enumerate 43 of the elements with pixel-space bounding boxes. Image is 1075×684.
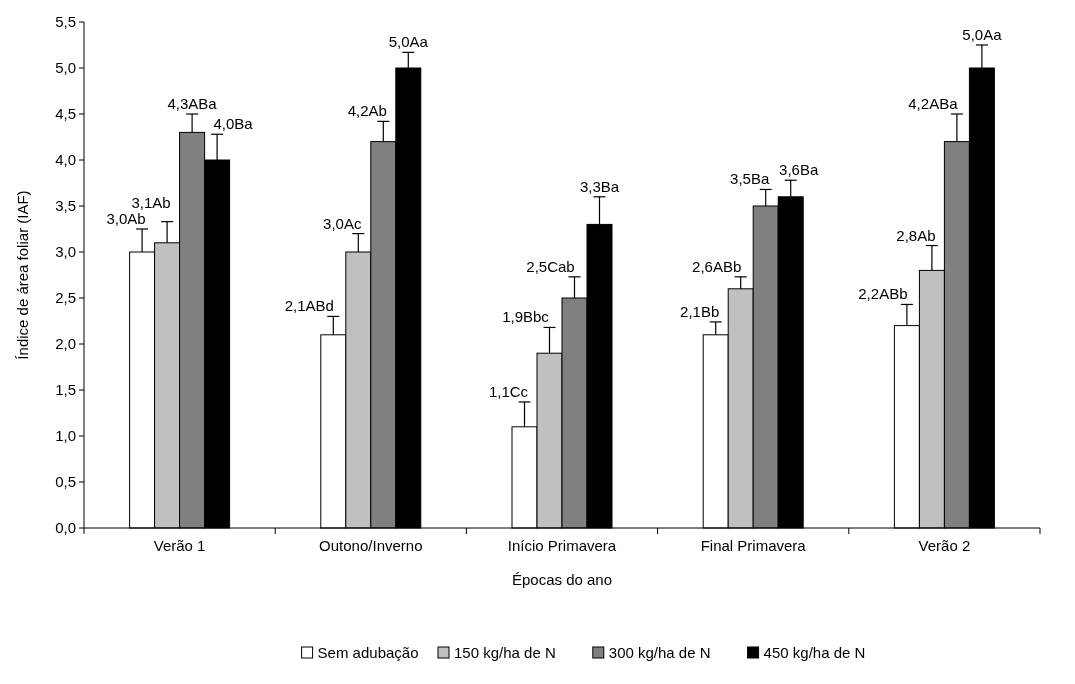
data-label: 3,0Ab [106,210,146,227]
y-tick-label: 4,5 [55,105,76,123]
y-tick-label: 0,5 [55,473,76,491]
data-label: 2,1Bb [680,302,720,320]
x-tick-label: Início Primavera [507,537,617,554]
data-label: 1,1Cc [488,382,529,400]
y-tick-label: 3,0 [55,243,76,261]
data-label: 1,9Bbc [502,308,550,326]
y-tick-label: 5,0 [55,59,76,77]
y-axis-title: Índice de área foliar (IAF) [14,190,31,360]
data-label: 4,2ABa [908,95,959,112]
data-label: 2,2ABb [858,285,908,303]
data-label: 2,1ABd [284,297,334,315]
legend-label: 300 kg/ha de N [608,644,711,661]
data-label: 5,0Aa [962,26,1003,43]
data-label: 2,5Cab [526,257,575,275]
x-tick-label: Verão 1 [153,537,206,554]
y-tick-label: 2,0 [55,335,76,353]
data-label: 4,0Ba [213,115,254,133]
data-label: 4,3ABa [167,95,218,112]
legend-label: 150 kg/ha de N [454,644,556,661]
data-label: 3,3Ba [579,177,620,195]
x-tick-label: Final Primavera [700,537,807,554]
y-tick-label: 1,5 [55,381,76,399]
x-tick-label: Outono/Inverno [319,537,423,554]
x-axis-title: Épocas do ano [511,571,613,588]
data-label: 3,5Ba [730,170,770,188]
data-label: 3,0Ac [323,214,362,232]
y-tick-label: 1,0 [55,427,76,445]
data-label: 2,8Ab [896,226,936,244]
y-tick-label: 4,0 [55,151,76,169]
data-label: 3,6Ba [779,161,819,179]
legend-label: Sem adubação [317,644,419,661]
x-tick-label: Verão 2 [918,537,971,554]
data-label: 5,0Aa [388,33,429,51]
y-tick-label: 2,5 [55,289,76,307]
y-tick-label: 0,0 [55,519,76,537]
y-tick-label: 5,5 [55,13,76,31]
y-tick-label: 3,5 [55,197,76,215]
legend-label: 450 kg/ha de N [763,644,866,661]
data-label: 2,6ABb [692,257,742,275]
data-label: 4,2Ab [347,102,387,120]
data-label: 3,1Ab [131,193,171,211]
